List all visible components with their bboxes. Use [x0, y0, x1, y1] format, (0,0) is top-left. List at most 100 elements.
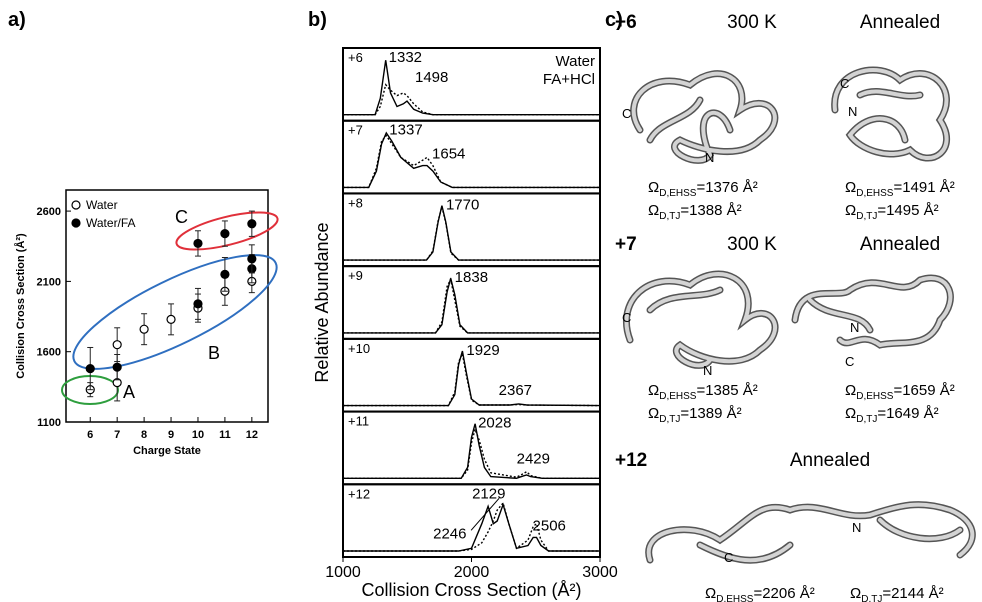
peak-label: 1654: [432, 146, 465, 163]
x-tick-label: 12: [246, 429, 258, 441]
charge-label: +10: [348, 341, 370, 356]
point: [112, 340, 122, 350]
cross-section: ΩD,EHSS=1491 Å²: [845, 179, 955, 199]
legend-label: FA+HCl: [543, 71, 595, 88]
point: [247, 219, 257, 229]
n-terminus: N: [848, 104, 857, 119]
point: [220, 228, 230, 239]
x-tick-label: 8: [141, 429, 147, 441]
peak-label: 1838: [455, 269, 488, 286]
spectrum-line: [343, 83, 600, 116]
omega-value: =2144 Å²: [882, 585, 943, 602]
annotation-ellipse: [72, 254, 278, 370]
point: [85, 363, 95, 374]
n-terminus: N: [850, 320, 859, 335]
x-tick-label: 9: [168, 429, 174, 441]
omega-symbol: Ω: [845, 405, 856, 422]
point: [247, 254, 257, 264]
cross-section: ΩD,TJ=1495 Å²: [845, 202, 939, 222]
x-tick-label: 1000: [325, 564, 361, 581]
omega-subscript: D,TJ: [856, 414, 877, 425]
peak-label: 1337: [389, 122, 422, 139]
omega-symbol: Ω: [648, 179, 659, 196]
structure-label: Annealed: [790, 450, 870, 471]
omega-value: =1385 Å²: [696, 382, 757, 399]
peak-label: 2246: [433, 525, 466, 542]
omega-symbol: Ω: [648, 405, 659, 422]
omega-symbol: Ω: [648, 202, 659, 219]
omega-value: =1389 Å²: [680, 405, 741, 422]
y-tick-label: 1100: [37, 417, 61, 429]
omega-subscript: D,EHSS: [659, 391, 697, 402]
spectrum-line: [343, 423, 600, 480]
legend-marker: [71, 218, 81, 228]
charge-label: +11: [348, 414, 369, 429]
omega-symbol: Ω: [648, 382, 659, 399]
annotation-label: A: [123, 382, 135, 402]
spectrum-line: [343, 206, 600, 261]
spectrum-line: [343, 426, 600, 479]
structure-label: Annealed: [860, 234, 940, 255]
x-tick-label: 10: [192, 429, 204, 441]
charge-state: +6: [615, 12, 637, 33]
omega-subscript: D,TJ: [659, 211, 680, 222]
cross-section: ΩD,EHSS=2206 Å²: [705, 585, 815, 602]
n-terminus: N: [703, 363, 712, 378]
charge-label: +6: [348, 50, 363, 65]
panel-label: a): [8, 9, 26, 31]
omega-value: =1495 Å²: [877, 202, 938, 219]
annotation-ellipse: [175, 211, 279, 251]
omega-subscript: D,EHSS: [856, 391, 894, 402]
x-tick-label: 3000: [582, 564, 618, 581]
cross-section: ΩD,EHSS=1376 Å²: [648, 179, 758, 199]
y-tick-label: 1600: [37, 347, 61, 359]
legend-label: Water: [86, 198, 118, 212]
charge-label: +8: [348, 195, 363, 210]
spectrum-line: [343, 278, 600, 334]
peak-label: 1770: [446, 196, 479, 213]
structure-label: 300 K: [727, 234, 777, 255]
cross-section: ΩD,TJ=2144 Å²: [850, 585, 944, 602]
x-axis-label: Charge State: [133, 445, 201, 457]
plot-frame: [65, 189, 269, 423]
peak-label: 1498: [415, 69, 448, 86]
charge-label: +9: [348, 268, 363, 283]
point: [193, 299, 203, 309]
x-tick-label: 2000: [454, 564, 490, 581]
omega-subscript: D,TJ: [861, 594, 882, 602]
molecule-drawings: [622, 66, 976, 564]
cross-section: ΩD,TJ=1649 Å²: [845, 405, 939, 425]
omega-subscript: D,EHSS: [856, 188, 894, 199]
omega-value: =1388 Å²: [680, 202, 741, 219]
point: [220, 269, 230, 279]
point: [112, 362, 122, 372]
legend-label: Water/FA: [86, 216, 136, 230]
c-terminus: C: [724, 550, 733, 565]
y-axis-label: Collision Cross Section (Å²): [14, 233, 27, 379]
spectrum-line: [343, 60, 600, 116]
peak-label: 1929: [466, 342, 499, 359]
omega-value: =1659 Å²: [893, 382, 954, 399]
spectrum-line: [343, 501, 600, 552]
legend-marker: [71, 200, 81, 210]
peak-label: 2506: [533, 517, 566, 534]
n-terminus: N: [705, 150, 714, 165]
point: [139, 324, 149, 334]
charge-label: +7: [348, 123, 363, 138]
c-terminus: C: [845, 354, 854, 369]
spectrum-line: [343, 351, 601, 407]
omega-value: =1376 Å²: [696, 179, 757, 196]
peak-label: 2129: [472, 485, 505, 502]
peak-leader: [470, 497, 500, 531]
omega-value: =2206 Å²: [753, 585, 814, 602]
c-terminus: C: [622, 310, 631, 325]
omega-value: =1649 Å²: [877, 405, 938, 422]
panel-label: c): [605, 9, 623, 31]
point: [166, 314, 176, 324]
charge-state: +7: [615, 234, 637, 255]
peak-label: 2367: [499, 382, 532, 399]
x-tick-label: 7: [114, 429, 120, 441]
legend-label: Water: [556, 53, 595, 70]
